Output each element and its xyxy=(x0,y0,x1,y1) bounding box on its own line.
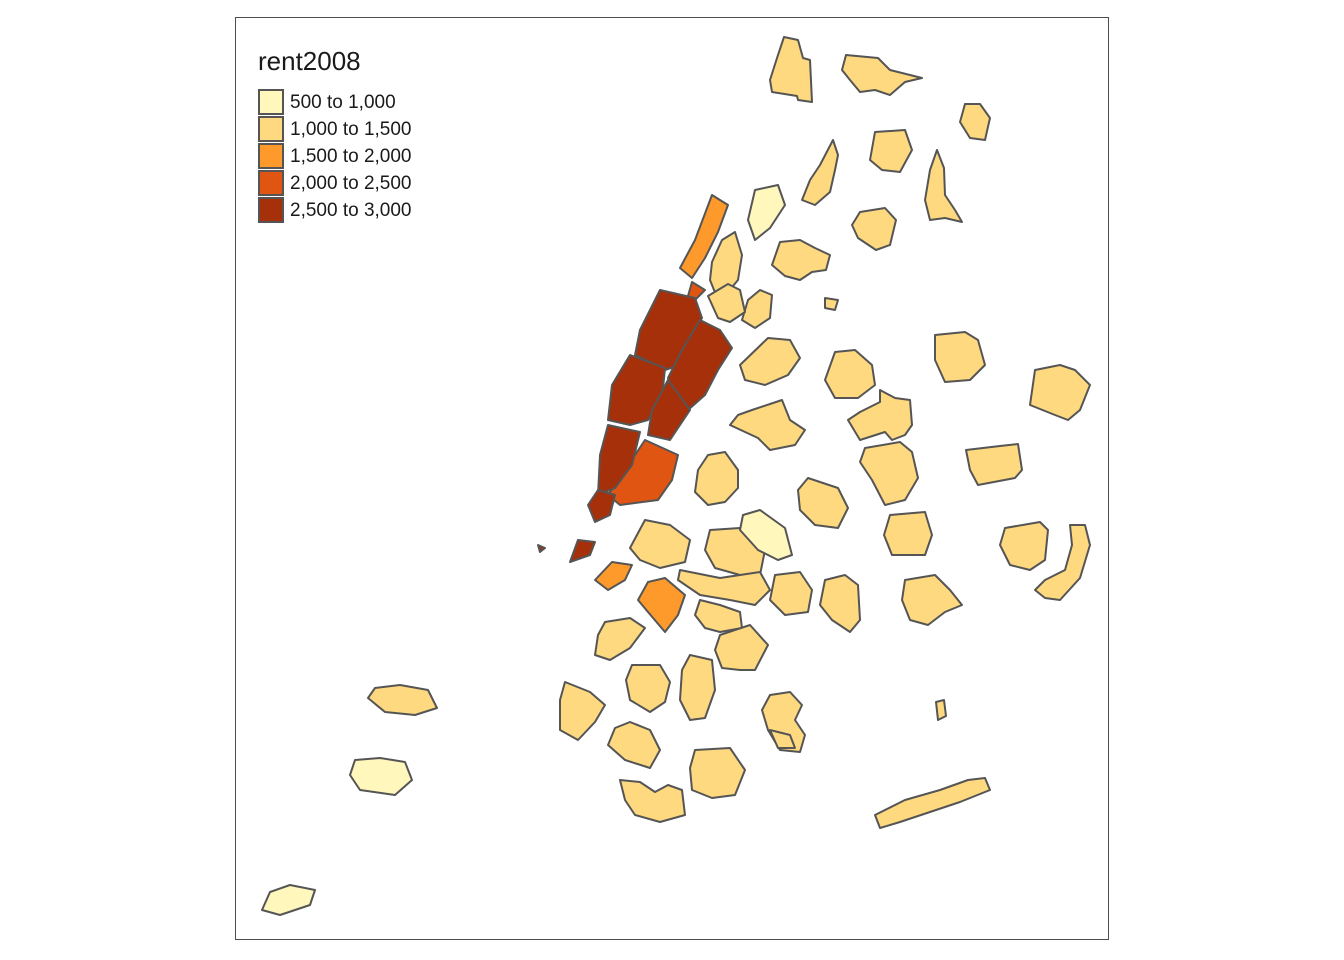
district-polygon xyxy=(594,561,633,591)
district-polygon xyxy=(959,103,991,141)
district-polygon xyxy=(594,617,646,661)
district-polygon xyxy=(841,54,923,96)
districts-high[interactable] xyxy=(607,281,706,506)
district-polygon xyxy=(824,349,876,399)
legend-item-2000-2500: 2,000 to 2,500 xyxy=(258,170,412,197)
district-polygon xyxy=(569,539,596,563)
district-polygon xyxy=(999,521,1049,571)
district-polygon xyxy=(819,574,861,633)
district-polygon xyxy=(597,424,641,496)
legend: rent2008 500 to 1,000 1,000 to 1,500 1,5… xyxy=(258,46,412,224)
district-polygon xyxy=(739,509,793,561)
district-polygon xyxy=(769,729,796,749)
district-polygon xyxy=(801,139,839,206)
legend-swatch xyxy=(258,170,284,196)
district-polygon xyxy=(851,207,897,251)
district-polygon xyxy=(769,36,813,103)
legend-label: 2,000 to 2,500 xyxy=(290,172,412,194)
district-polygon xyxy=(261,884,316,916)
legend-label: 1,500 to 2,000 xyxy=(290,145,412,167)
district-polygon xyxy=(747,184,786,241)
district-polygon xyxy=(769,571,813,616)
legend-item-500-1000: 500 to 1,000 xyxy=(258,89,412,116)
district-polygon xyxy=(824,297,839,311)
legend-item-1500-2000: 1,500 to 2,000 xyxy=(258,143,412,170)
district-polygon xyxy=(729,399,806,451)
district-polygon xyxy=(559,681,606,741)
district-polygon xyxy=(629,519,691,569)
district-polygon xyxy=(739,337,801,386)
district-polygon xyxy=(869,129,913,173)
district-polygon xyxy=(883,511,933,556)
district-polygon xyxy=(901,574,963,626)
districts-mid[interactable] xyxy=(594,194,729,633)
district-polygon xyxy=(741,289,773,329)
district-polygon xyxy=(607,721,661,769)
district-polygon xyxy=(637,577,686,633)
legend-swatch xyxy=(258,143,284,169)
district-polygon xyxy=(647,379,691,441)
district-polygon xyxy=(694,451,739,506)
district-polygon xyxy=(797,477,849,529)
legend-swatch xyxy=(258,116,284,142)
district-polygon xyxy=(367,684,438,716)
district-polygon xyxy=(689,747,746,799)
district-polygon xyxy=(714,624,769,671)
legend-title: rent2008 xyxy=(258,46,361,76)
district-polygon xyxy=(349,757,413,796)
district-polygon xyxy=(1034,524,1091,601)
legend-item-1000-1500: 1,000 to 1,500 xyxy=(258,116,412,143)
district-polygon xyxy=(679,194,729,279)
legend-item-2500-3000: 2,500 to 3,000 xyxy=(258,197,412,224)
district-polygon xyxy=(607,354,666,426)
district-polygon xyxy=(537,544,546,553)
district-polygon xyxy=(1029,364,1091,421)
district-polygon xyxy=(859,441,919,506)
district-polygon xyxy=(677,569,771,606)
district-polygon xyxy=(935,699,947,721)
district-polygon xyxy=(874,777,991,829)
district-polygon xyxy=(707,283,746,323)
legend-swatch xyxy=(258,197,284,223)
district-polygon xyxy=(694,599,743,633)
districts-low[interactable] xyxy=(261,184,793,916)
district-polygon xyxy=(587,489,616,523)
districts-low-mid[interactable] xyxy=(367,36,1091,829)
legend-swatch xyxy=(258,89,284,115)
district-polygon xyxy=(847,389,913,441)
legend-label: 500 to 1,000 xyxy=(290,91,396,113)
legend-label: 2,500 to 3,000 xyxy=(290,199,412,221)
district-polygon xyxy=(625,664,671,713)
district-polygon xyxy=(679,654,716,721)
district-polygon xyxy=(934,331,986,383)
district-polygon xyxy=(965,443,1023,486)
districts-top[interactable] xyxy=(537,289,733,563)
district-polygon xyxy=(771,239,831,281)
district-polygon xyxy=(619,779,686,823)
district-polygon xyxy=(667,319,733,411)
district-polygon xyxy=(924,149,963,223)
legend-label: 1,000 to 1,500 xyxy=(290,118,412,140)
